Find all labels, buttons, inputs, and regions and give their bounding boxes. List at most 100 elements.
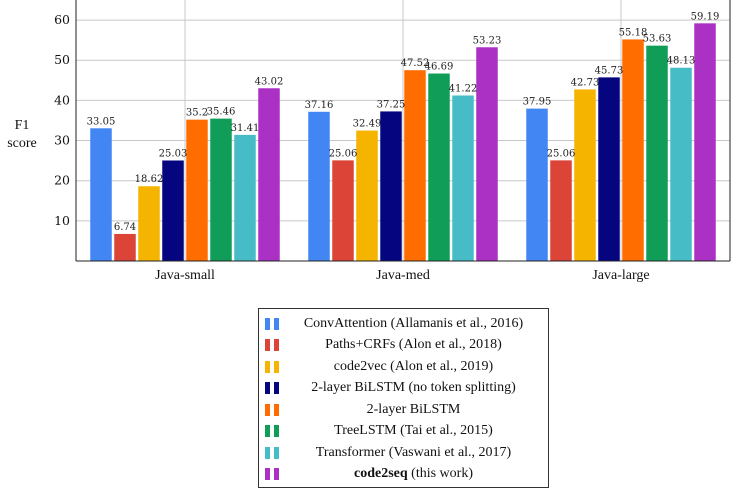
data-label: 18.62 [135,174,164,185]
legend-item: ConvAttention (Allamanis et al., 2016) [265,313,542,335]
legend-swatch [274,339,279,352]
data-label: 37.25 [377,99,406,110]
bar [452,95,474,262]
data-label: 35.2 [186,108,208,119]
bar [138,186,160,261]
y-tick-label: 20 [54,173,70,188]
legend-swatch [265,468,270,481]
data-labels: 33.05 6.74 18.62 25.03 35.235.46 31.41 43.02 37… [87,11,720,233]
data-label: 46.69 [425,62,454,73]
legend-item: 2-layer BiLSTM (no token splitting) [265,378,542,400]
legend-item: 2-layer BiLSTM [265,399,542,421]
data-label: 32.49 [353,119,382,130]
bar [90,128,112,261]
legend-swatch [265,339,270,352]
legend-swatch [265,403,270,416]
data-label: 25.06 [547,148,576,159]
data-label: 45.73 [595,65,624,76]
bar [574,89,596,262]
bar [210,118,232,261]
axes [75,0,731,262]
bar [380,111,402,261]
legend-swatch [265,382,270,395]
legend-item: code2vec (Alon et al., 2019) [265,356,542,378]
data-label: 37.16 [305,100,334,111]
data-label: 53.63 [643,34,672,45]
legend-swatch [265,425,270,438]
data-label: 25.03 [159,148,188,159]
data-label: 48.13 [667,56,696,67]
legend-label: TreeLSTM (Tai et al., 2015) [334,423,493,439]
legend-label: 2-layer BiLSTM [366,401,461,417]
legend-swatch [274,317,279,330]
data-label: 47.52 [401,58,430,69]
data-label: 33.05 [87,116,116,127]
data-label: 6.74 [114,222,136,233]
legend-item: code2seq (this work) [265,464,542,486]
y-tick-label: 30 [54,133,70,148]
legend: ConvAttention (Allamanis et al., 2016) P… [258,308,549,488]
grid-lines [76,0,730,261]
legend-item: Paths+CRFs (Alon et al., 2018) [265,335,542,357]
bar [646,45,668,261]
bar [356,130,378,261]
legend-label-rest: (this work) [407,466,473,482]
bar [622,39,644,261]
y-axis-label-line: F1 [15,118,30,133]
bar [332,160,354,261]
data-label: 25.06 [329,148,358,159]
bar [234,134,256,261]
data-label: 37.95 [523,97,552,108]
data-label: 43.02 [255,76,284,87]
y-axis-label: F1 score [7,118,37,151]
y-tick-label: 10 [54,213,70,228]
legend-swatch [265,317,270,330]
legend-swatch [274,403,279,416]
bar [694,23,716,262]
bar [428,73,450,261]
bar [114,233,136,261]
bar [526,108,548,262]
legend-swatch [265,360,270,373]
y-tick-label: 40 [54,92,70,107]
y-ticks: 10 20 30 40 50 60 [54,12,70,228]
y-tick-label: 60 [54,12,70,27]
data-label: 42.73 [571,77,600,88]
legend-label: ConvAttention (Allamanis et al., 2016) [303,315,524,331]
data-label: 41.22 [449,83,478,94]
data-label: 59.19 [691,11,720,22]
data-label: 55.18 [619,27,648,38]
bar-chart: 33.05 6.74 18.62 25.03 35.235.46 31.41 43.02 37… [7,0,731,283]
bar [598,77,620,261]
legend-item: TreeLSTM (Tai et al., 2015) [265,421,542,443]
bar [308,111,330,262]
legend-swatch [274,360,279,373]
y-tick-label: 50 [54,52,70,67]
legend-label: Paths+CRFs (Alon et al., 2018) [325,337,502,353]
legend-item: Transformer (Vaswani et al., 2017) [265,442,542,464]
data-label: 31.41 [231,123,260,134]
legend-label: code2vec (Alon et al., 2019) [333,358,494,374]
bar [258,88,280,262]
bar [186,119,208,261]
data-label: 53.23 [473,35,502,46]
bar [550,160,572,261]
bar [404,70,426,261]
data-label: 35.46 [207,107,236,118]
legend-label: 2-layer BiLSTM (no token splitting) [311,380,516,396]
legend-swatch [274,382,279,395]
x-ticks: Java-small Java-med Java-large [155,268,650,283]
legend-swatch [274,425,279,438]
bar [670,67,692,262]
legend-label: code2seq (this work) [285,466,542,482]
legend-label-bold: code2seq [354,466,408,482]
bar [162,160,184,261]
legend-swatch [274,468,279,481]
legend-swatch [265,446,270,459]
y-axis-label-line: score [7,136,37,151]
legend-swatch [274,446,279,459]
x-tick-label: Java-large [592,268,649,283]
x-tick-label: Java-small [155,268,215,283]
bars [90,23,716,262]
legend-label: Transformer (Vaswani et al., 2017) [315,444,512,460]
